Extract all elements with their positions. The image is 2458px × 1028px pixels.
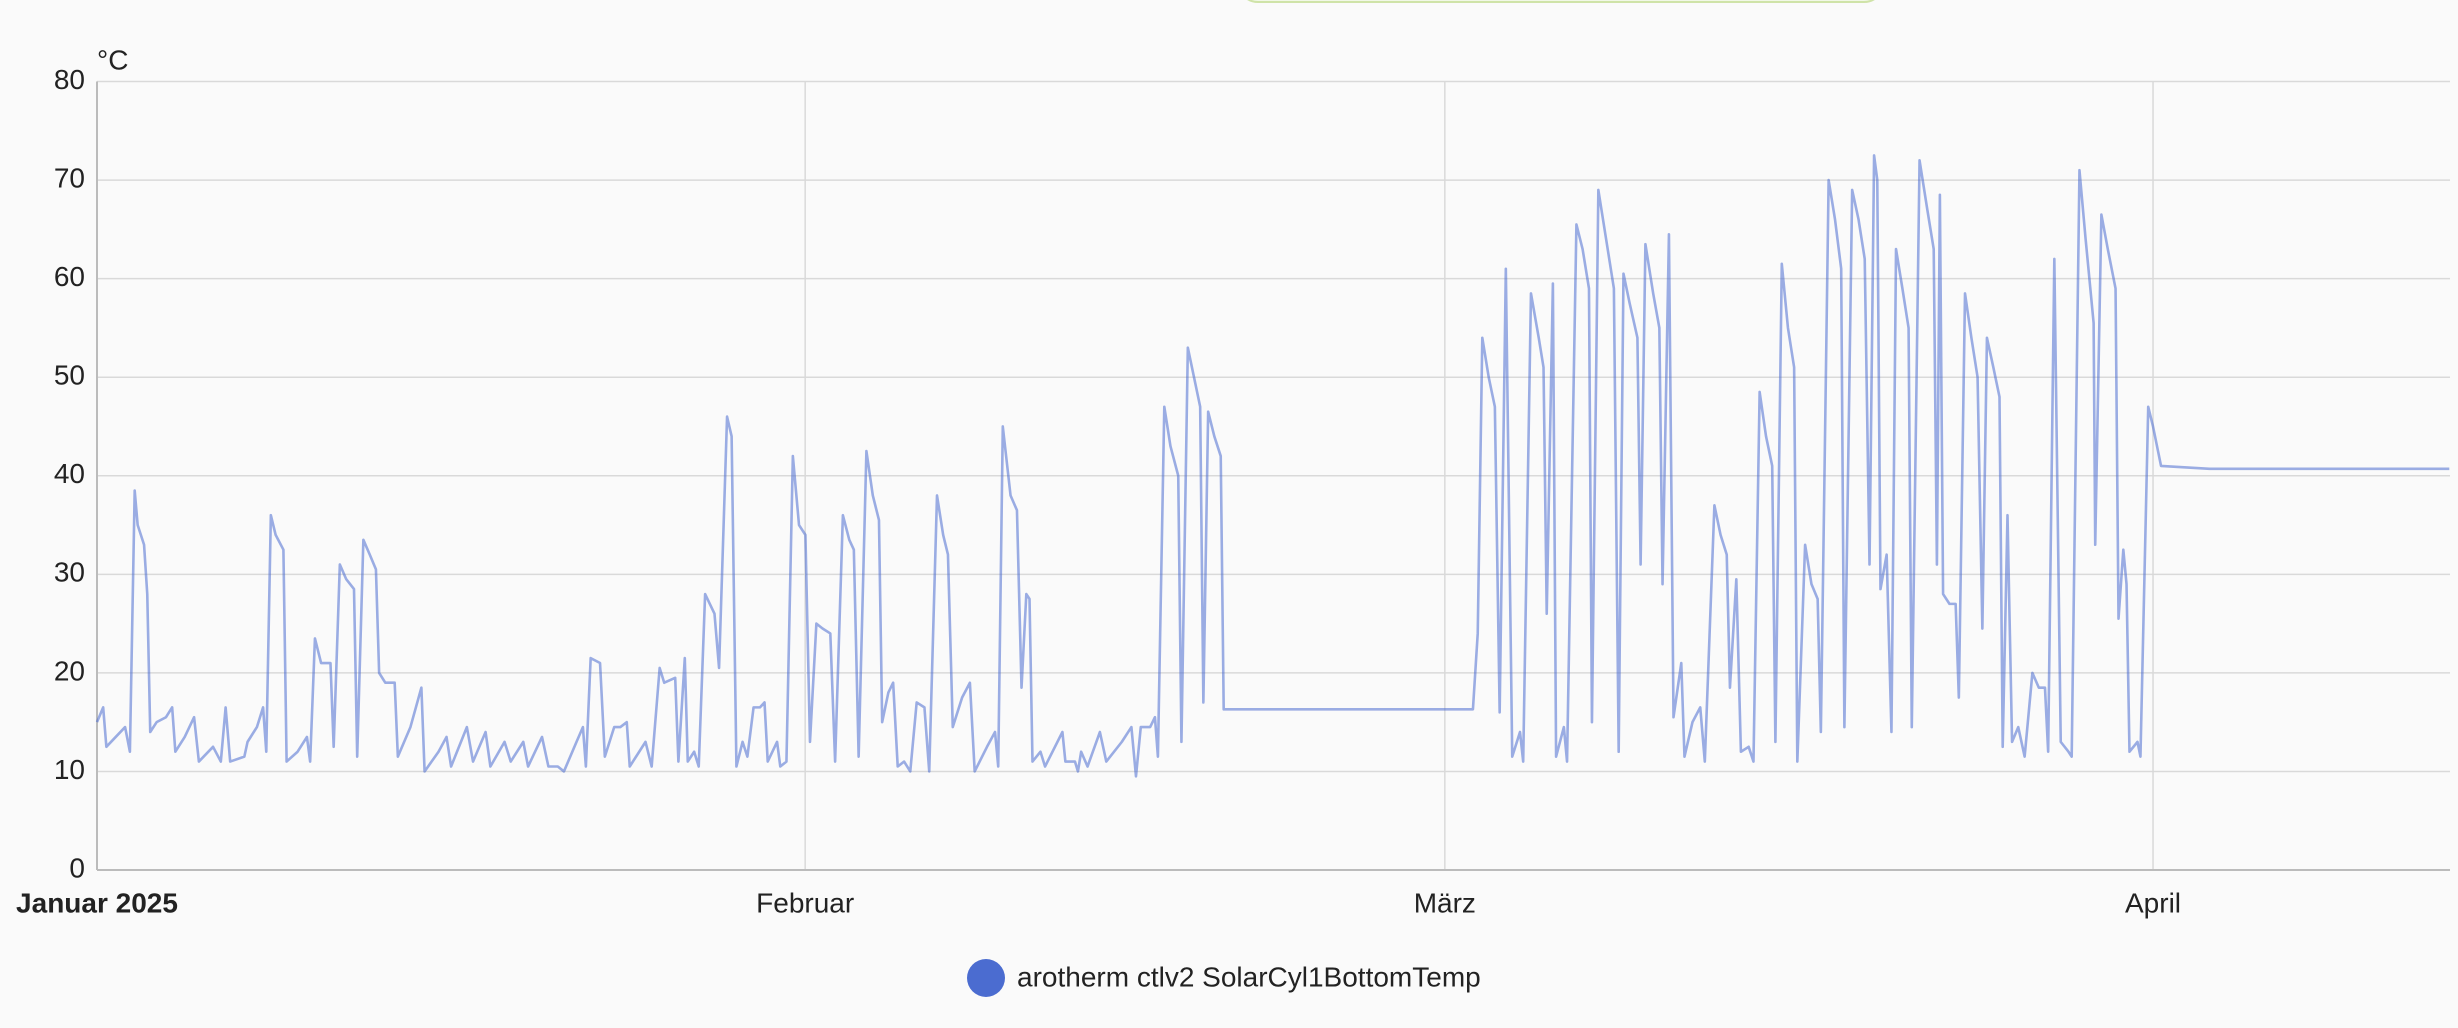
y-tick-label: 20 <box>54 655 85 686</box>
grid: 0 10 20 30 40 50 60 70 80 Januar 2025 Februar März A… <box>16 64 2450 918</box>
top-pill <box>1247 0 1875 3</box>
y-tick-label: 40 <box>54 458 85 489</box>
plot <box>95 154 2450 778</box>
x-tick-label: Januar 2025 <box>16 887 178 918</box>
y-tick-label: 30 <box>54 557 85 588</box>
y-unit: °C <box>97 44 128 75</box>
y-tick-label: 60 <box>54 261 85 292</box>
legend-label: arotherm ctlv2 SolarCyl1BottomTemp <box>1017 961 1481 992</box>
y-tick-label: 50 <box>54 360 85 391</box>
y-tick-label: 70 <box>54 162 85 193</box>
legend-marker <box>967 959 1005 997</box>
y-tick-label: 80 <box>54 64 85 95</box>
y-tick-label: 0 <box>69 852 85 883</box>
data-line <box>95 154 2450 778</box>
x-tick-label: März <box>1414 887 1476 918</box>
y-tick-label: 10 <box>54 754 85 785</box>
x-tick-label: Februar <box>756 887 854 918</box>
legend: arotherm ctlv2 SolarCyl1BottomTemp <box>967 959 1481 997</box>
x-tick-label: April <box>2125 887 2181 918</box>
